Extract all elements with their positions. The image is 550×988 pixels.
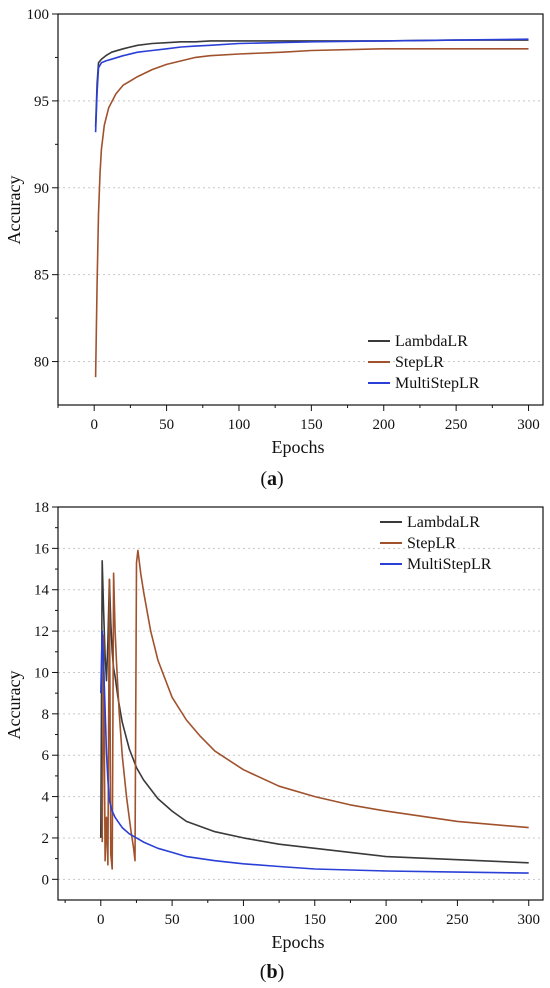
panel-a-x-tick-label: 150 [300, 417, 323, 433]
panel-a-series-line-steplr [94, 47, 529, 378]
panel-b-legend-label: StepLR [407, 535, 456, 552]
panel-b-series [100, 549, 529, 874]
panel-a-x-tick-label: 0 [90, 417, 98, 433]
panel-a-ylabel: Accuracy [4, 176, 24, 245]
panel-b: 0 50 100 150 200 250 300 0 2 4 6 8 10 12 14 16 18 Epochs… [4, 500, 544, 983]
panel-a-legend-label: StepLR [395, 354, 444, 371]
panel-b-legend-label: MultiStepLR [407, 556, 492, 573]
panel-a-legend-label: MultiStepLR [395, 375, 480, 392]
panel-b-plot-frame [57, 506, 544, 901]
panel-a-y-tick-label: 90 [34, 181, 49, 197]
panel-b-y-tick-label: 4 [42, 790, 50, 806]
panel-b-caption: (b) [260, 961, 284, 983]
panel-b-ylabel: Accuracy [4, 671, 24, 740]
panel-b-series-line-steplr [101, 549, 529, 870]
panel-a-x-tick-label: 50 [159, 417, 174, 433]
panel-b-axes [57, 506, 544, 901]
panel-a-ticks: 0 50 100 150 200 250 300 80 85 90 95 100 [27, 7, 540, 433]
panel-b-series-line-multisteplr [100, 630, 529, 874]
panel-a-y-tick-label: 80 [34, 355, 49, 371]
panel-b-x-tick-label: 200 [375, 912, 398, 928]
panel-b-x-tick-label: 0 [97, 912, 105, 928]
panel-b-x-tick-label: 300 [517, 912, 540, 928]
panel-b-series-line-lambdalr [100, 559, 529, 864]
panel-b-y-tick-label: 12 [34, 624, 49, 640]
panel-b-ticks: 0 50 100 150 200 250 300 0 2 4 6 8 10 12 14 16 18 [34, 500, 540, 928]
panel-a-series-line-multisteplr [94, 38, 529, 133]
panel-a-x-tick-label: 300 [517, 417, 540, 433]
panel-b-legend: LambdaLR StepLR MultiStepLR [380, 514, 492, 573]
panel-a-legend: LambdaLR StepLR MultiStepLR [368, 333, 480, 392]
panel-a-y-tick-label: 95 [34, 94, 49, 110]
panel-b-y-tick-label: 16 [34, 541, 50, 557]
panel-b-y-tick-label: 8 [42, 707, 50, 723]
panel-b-x-tick-label: 50 [165, 912, 180, 928]
panel-a-x-tick-label: 250 [445, 417, 468, 433]
panel-a-axes [57, 13, 544, 406]
panel-a: 0 50 100 150 200 250 300 80 85 90 95 100 Epochs Acc… [4, 7, 544, 490]
panel-b-x-tick-label: 250 [446, 912, 469, 928]
panel-a-x-tick-label: 100 [228, 417, 251, 433]
panel-a-series [94, 38, 529, 378]
panel-b-y-tick-label: 6 [42, 748, 50, 764]
panel-a-plot-frame [57, 13, 544, 406]
panel-a-x-tick-label: 200 [372, 417, 395, 433]
panel-a-series-line-lambdalr [94, 39, 529, 128]
panel-b-y-tick-label: 10 [34, 665, 49, 681]
panel-b-y-tick-label: 14 [34, 583, 50, 599]
panel-b-y-tick-label: 18 [34, 500, 49, 516]
panel-a-y-tick-label: 85 [34, 268, 49, 284]
panel-a-caption: (a) [260, 468, 283, 490]
panel-b-y-tick-label: 2 [42, 831, 50, 847]
panel-a-xlabel: Epochs [272, 437, 325, 457]
panel-b-x-tick-label: 150 [304, 912, 327, 928]
panel-b-xlabel: Epochs [272, 932, 325, 952]
panel-a-y-tick-label: 100 [27, 7, 50, 23]
panel-a-legend-label: LambdaLR [395, 333, 468, 350]
panel-a-grid [58, 13, 543, 363]
panel-b-x-tick-label: 100 [232, 912, 255, 928]
panel-b-legend-label: LambdaLR [407, 514, 480, 531]
panel-b-y-tick-label: 0 [42, 872, 50, 888]
